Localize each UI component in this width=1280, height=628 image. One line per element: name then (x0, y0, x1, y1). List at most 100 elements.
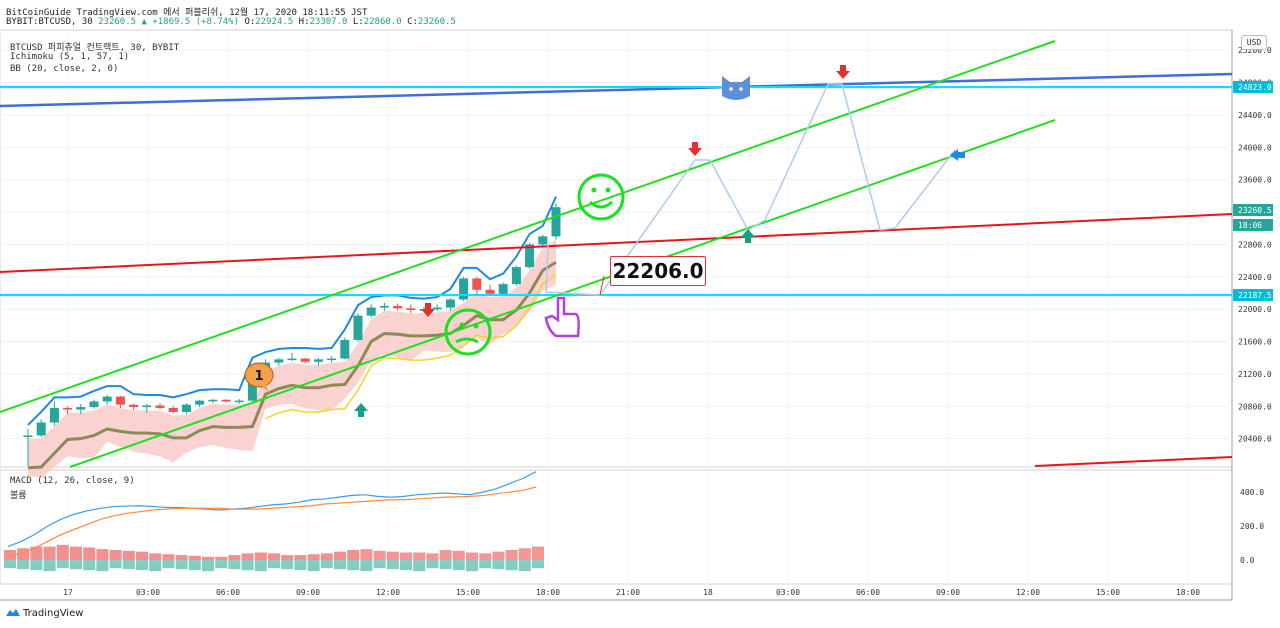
volume-bar (281, 560, 294, 570)
candle (313, 357, 323, 366)
volume-bar (426, 560, 439, 569)
candle-body (393, 305, 403, 309)
callout-pointer (599, 275, 605, 296)
volume-bar (268, 560, 280, 569)
candle-body (313, 359, 323, 362)
candle-body (538, 236, 548, 245)
candle-body (340, 339, 350, 359)
bb-lower-line (265, 273, 557, 420)
candle (340, 337, 350, 360)
macd-histogram-bar (228, 555, 241, 561)
macd-histogram-bar (149, 553, 162, 561)
volume-bar (347, 560, 360, 571)
candle (472, 276, 482, 295)
candle (89, 399, 99, 409)
bubble-shape (244, 362, 274, 388)
legend-macd[interactable]: MACD (12, 26, close, 9) (10, 476, 135, 486)
volume-bar (320, 560, 333, 569)
volume-bar (4, 560, 16, 569)
price-tick-label: 22400.0 (1238, 273, 1272, 282)
lower-red-trendline (1034, 456, 1233, 467)
low-label: L: (352, 17, 364, 27)
legend-title[interactable]: BTCUSD 퍼피츄얼 컨트랙트, 30, BYBIT (10, 43, 180, 53)
currency-unit-badge[interactable]: USD (1241, 35, 1267, 50)
price-marker-label: 24823.0 (1238, 83, 1272, 92)
confused-mouth (455, 337, 479, 344)
candle-body (459, 278, 469, 300)
ichimoku-kijun-line (27, 260, 557, 470)
volume-bar (122, 560, 135, 570)
price-tick-label: 20400.0 (1238, 435, 1272, 444)
candle (129, 403, 139, 411)
volume-bar (254, 560, 267, 572)
macd-histogram-bar (281, 555, 294, 561)
candle (300, 357, 310, 364)
symbol-label: BYBIT:BTCUSD, 30 (6, 17, 93, 27)
macd-histogram-bar (268, 553, 280, 561)
candle (23, 428, 33, 467)
candle-body (49, 407, 59, 423)
volume-bar (17, 560, 30, 570)
candle (155, 403, 165, 410)
macd-histogram-bar (56, 544, 69, 561)
price-tick-label: 20800.0 (1238, 402, 1272, 411)
macd-tick-label: 200.0 (1240, 522, 1264, 531)
volume-bar (400, 560, 412, 571)
time-tick-label: 15:00 (1096, 588, 1120, 597)
candle (327, 356, 337, 363)
price-marker (1233, 204, 1273, 216)
price-tick-label: 22800.0 (1238, 240, 1272, 249)
volume-bar (43, 560, 56, 572)
macd-histogram-bar (96, 549, 109, 561)
volume-bar (162, 560, 175, 569)
price-marker-label: 18:06 (1238, 221, 1262, 230)
price-tick-label: 22000.0 (1238, 305, 1272, 314)
confused-face-icon (444, 308, 492, 356)
macd-histogram-bar (83, 547, 96, 561)
candle-body (353, 315, 363, 340)
candle (459, 276, 469, 302)
cat-head (722, 76, 750, 100)
time-tick-label: 03:00 (136, 588, 160, 597)
volume-bar (334, 560, 346, 570)
macd-histogram-bar (347, 549, 360, 561)
volume-bar (492, 560, 505, 570)
volume-bar (228, 560, 241, 570)
price-marker-label: 22187.5 (1238, 291, 1272, 300)
confused-eye (459, 322, 465, 328)
candle (115, 395, 125, 408)
volume-bar (413, 560, 426, 572)
legend-volume[interactable]: 볼륨 (10, 491, 27, 501)
candle-body (63, 407, 73, 410)
candle-body (181, 404, 191, 412)
high-value: 23307.0 (309, 17, 348, 27)
volume-bar (452, 560, 465, 571)
price-marker (1233, 81, 1273, 93)
projection-path (545, 83, 956, 296)
number-bubble: 1 (244, 362, 274, 392)
macd-histogram-bar (426, 553, 439, 561)
last-price: 23260.5 (98, 17, 137, 27)
legend-ichimoku[interactable]: Ichimoku (5, 1, 57, 1) (10, 52, 130, 62)
ichimoku-cloud (28, 239, 556, 478)
legend-bb[interactable]: BB (20, close, 2, 0) (10, 64, 119, 74)
cat-icon (722, 76, 750, 100)
candle-body (129, 404, 139, 408)
volume-bar (466, 560, 478, 572)
smiley-face-icon (577, 173, 625, 221)
macd-histogram-bar (400, 552, 412, 561)
smiley-eye (605, 187, 611, 193)
support-trendline (0, 213, 1233, 273)
time-tick-label: 09:00 (936, 588, 960, 597)
volume-bar (241, 560, 254, 571)
macd-histogram-bar (215, 556, 228, 561)
candle (366, 304, 376, 318)
time-tick-label: 21:00 (616, 588, 640, 597)
volume-bar (56, 560, 69, 569)
candle (102, 394, 112, 405)
volume-bar (505, 560, 518, 571)
candle-body (551, 207, 561, 237)
price-tick-label: 23600.0 (1238, 176, 1272, 185)
macd-histogram-bar (202, 556, 214, 561)
